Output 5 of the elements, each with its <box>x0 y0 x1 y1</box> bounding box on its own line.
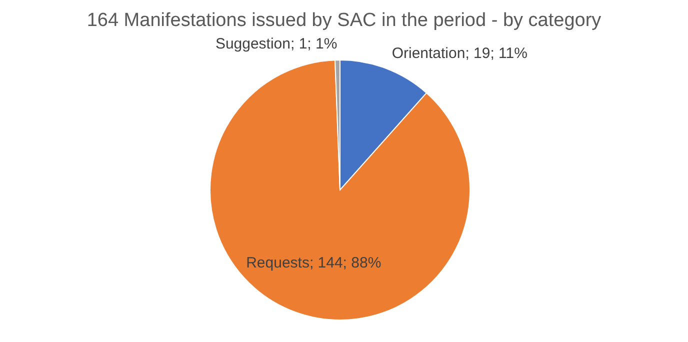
pie-slice <box>210 60 470 320</box>
slice-label: Requests; 144; 88% <box>246 254 382 272</box>
slice-label: Suggestion; 1; 1% <box>215 35 338 52</box>
chart-title: 164 Manifestations issued by SAC in the period - by category <box>86 10 602 31</box>
slice-label: Orientation; 19; 11% <box>392 44 528 62</box>
